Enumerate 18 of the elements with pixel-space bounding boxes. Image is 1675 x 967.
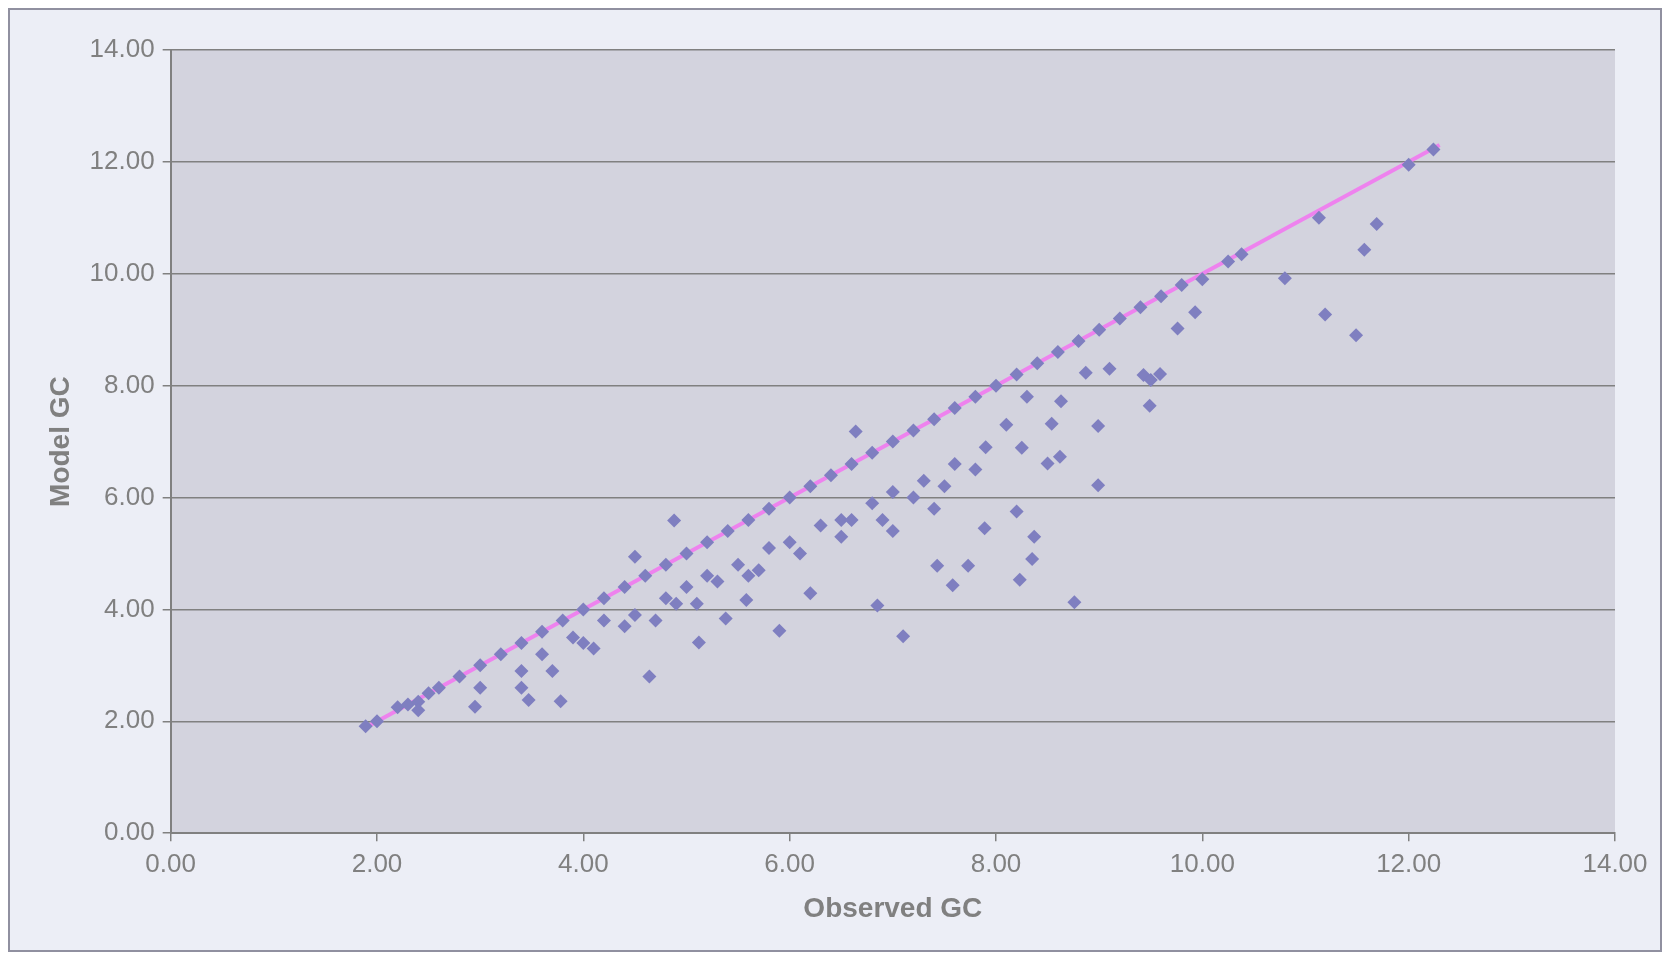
x-tick-label: 8.00 — [970, 847, 1022, 878]
y-tick-label: 10.00 — [89, 256, 155, 287]
y-axis-title: Model GC — [43, 376, 75, 507]
y-tick-label: 6.00 — [104, 480, 155, 511]
x-tick-label: 10.00 — [1169, 847, 1235, 878]
y-tick-label: 4.00 — [104, 592, 155, 623]
x-tick-label: 2.00 — [351, 847, 403, 878]
x-tick-label: 4.00 — [558, 847, 609, 878]
y-tick-label: 2.00 — [104, 704, 155, 735]
x-tick-label: 14.00 — [1582, 847, 1648, 878]
x-tick-label: 12.00 — [1376, 847, 1442, 878]
x-tick-label: 0.00 — [145, 847, 196, 878]
y-tick-label: 14.00 — [89, 33, 155, 64]
x-tick-label: 6.00 — [764, 847, 815, 878]
x-axis-title: Observed GC — [803, 891, 983, 923]
y-tick-label: 8.00 — [104, 368, 155, 399]
y-tick-label: 0.00 — [104, 816, 155, 847]
y-tick-label: 12.00 — [89, 145, 155, 176]
